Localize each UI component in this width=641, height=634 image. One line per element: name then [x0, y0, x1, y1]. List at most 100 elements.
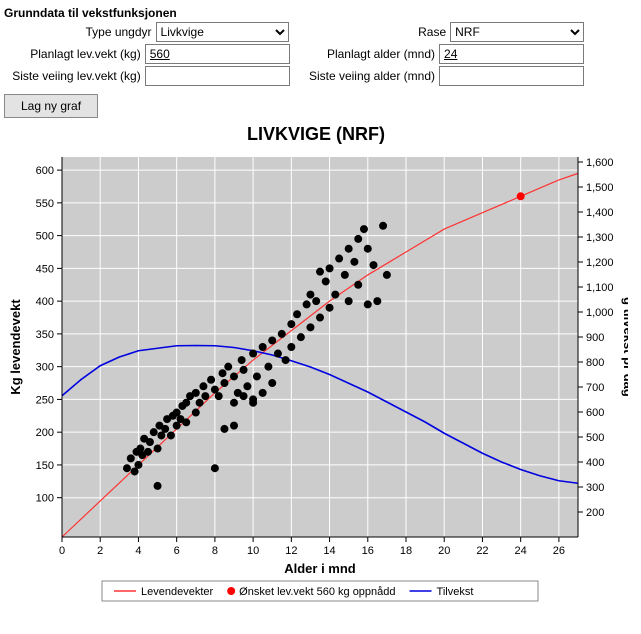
scatter-point [312, 297, 320, 305]
scatter-point [364, 300, 372, 308]
scatter-point [127, 454, 135, 462]
scatter-point [238, 356, 246, 364]
x-axis-label: Alder i mnd [284, 561, 356, 576]
siste-alder-input[interactable] [439, 66, 584, 86]
scatter-point [259, 389, 267, 397]
scatter-point [383, 271, 391, 279]
scatter-point [259, 343, 267, 351]
chart-title: LIVKVIGE (NRF) [4, 124, 628, 145]
scatter-point [274, 350, 282, 358]
chart-container: LIVKVIGE (NRF) 0246810121416182022242610… [4, 124, 628, 630]
scatter-point [379, 222, 387, 230]
scatter-point [364, 245, 372, 253]
y-left-label: Kg levendevekt [8, 299, 23, 395]
scatter-point [167, 431, 175, 439]
scatter-point [345, 245, 353, 253]
scatter-point [287, 343, 295, 351]
siste-vekt-label: Siste veiing lev.vekt (kg) [4, 69, 145, 83]
scatter-point [331, 291, 339, 299]
yr-tick-label: 400 [586, 457, 604, 469]
scatter-point [326, 264, 334, 272]
scatter-point [146, 438, 154, 446]
yl-tick-label: 100 [36, 493, 54, 505]
scatter-point [354, 281, 362, 289]
form-row-2: Planlagt lev.vekt (kg) Planlagt alder (m… [4, 44, 584, 64]
yl-tick-label: 300 [36, 362, 54, 374]
form-row-1: Type ungdyr Livkvige Rase NRF [4, 22, 584, 42]
yr-tick-label: 1,500 [586, 182, 614, 194]
plan-alder-input[interactable] [439, 44, 584, 64]
yl-tick-label: 250 [36, 394, 54, 406]
scatter-point [306, 323, 314, 331]
yr-tick-label: 600 [586, 407, 604, 419]
scatter-point [154, 445, 162, 453]
scatter-point [230, 399, 238, 407]
scatter-point [215, 392, 223, 400]
yr-tick-label: 1,400 [586, 207, 614, 219]
scatter-point [207, 376, 215, 384]
yl-tick-label: 450 [36, 263, 54, 275]
scatter-point [322, 277, 330, 285]
legend-label: Tilvekst [437, 586, 474, 598]
rase-select[interactable]: NRF [450, 22, 584, 42]
scatter-point [360, 225, 368, 233]
scatter-point [268, 379, 276, 387]
scatter-point [282, 356, 290, 364]
x-tick-label: 4 [135, 545, 141, 557]
scatter-point [134, 461, 142, 469]
form-row-3: Siste veiing lev.vekt (kg) Siste veiing … [4, 66, 584, 86]
scatter-point [219, 369, 227, 377]
scatter-point [230, 422, 238, 430]
yl-tick-label: 200 [36, 427, 54, 439]
scatter-point [144, 448, 152, 456]
siste-vekt-input[interactable] [145, 66, 290, 86]
scatter-point [249, 350, 257, 358]
yl-tick-label: 400 [36, 296, 54, 308]
scatter-point [240, 366, 248, 374]
type-select[interactable]: Livkvige [156, 22, 290, 42]
scatter-point [249, 399, 257, 407]
scatter-point [316, 268, 324, 276]
scatter-point [196, 399, 204, 407]
scatter-point [220, 425, 228, 433]
scatter-point [201, 392, 209, 400]
x-tick-label: 10 [247, 545, 259, 557]
yr-tick-label: 200 [586, 507, 604, 519]
legend-swatch-point [227, 587, 235, 595]
form-panel: Grunndata til vekstfunksjonen Type ungdy… [4, 4, 584, 118]
type-label: Type ungdyr [4, 25, 156, 39]
scatter-point [230, 372, 238, 380]
scatter-point [224, 363, 232, 371]
yr-tick-label: 1,600 [586, 157, 614, 169]
yr-tick-label: 1,100 [586, 282, 614, 294]
generate-button[interactable]: Lag ny graf [4, 94, 98, 118]
yr-tick-label: 500 [586, 432, 604, 444]
plot-area [62, 157, 578, 537]
scatter-point [350, 258, 358, 266]
x-tick-label: 0 [59, 545, 65, 557]
x-tick-label: 12 [285, 545, 297, 557]
yl-tick-label: 150 [36, 460, 54, 472]
x-tick-label: 14 [323, 545, 335, 557]
scatter-point [192, 389, 200, 397]
scatter-point [268, 336, 276, 344]
scatter-point [303, 300, 311, 308]
yr-tick-label: 800 [586, 357, 604, 369]
scatter-point [335, 255, 343, 263]
x-tick-label: 26 [553, 545, 565, 557]
target-point [517, 192, 525, 200]
plan-vekt-input[interactable] [145, 44, 290, 64]
scatter-point [316, 314, 324, 322]
scatter-point [220, 379, 228, 387]
scatter-point [199, 382, 207, 390]
scatter-point [370, 261, 378, 269]
scatter-point [211, 464, 219, 472]
x-tick-label: 8 [212, 545, 218, 557]
scatter-point [182, 418, 190, 426]
yr-tick-label: 1,300 [586, 232, 614, 244]
scatter-point [278, 330, 286, 338]
siste-alder-label: Siste veiing alder (mnd) [307, 69, 439, 83]
yl-tick-label: 350 [36, 329, 54, 341]
yl-tick-label: 600 [36, 165, 54, 177]
chart-svg: 0246810121416182022242610015020025030035… [4, 147, 628, 627]
